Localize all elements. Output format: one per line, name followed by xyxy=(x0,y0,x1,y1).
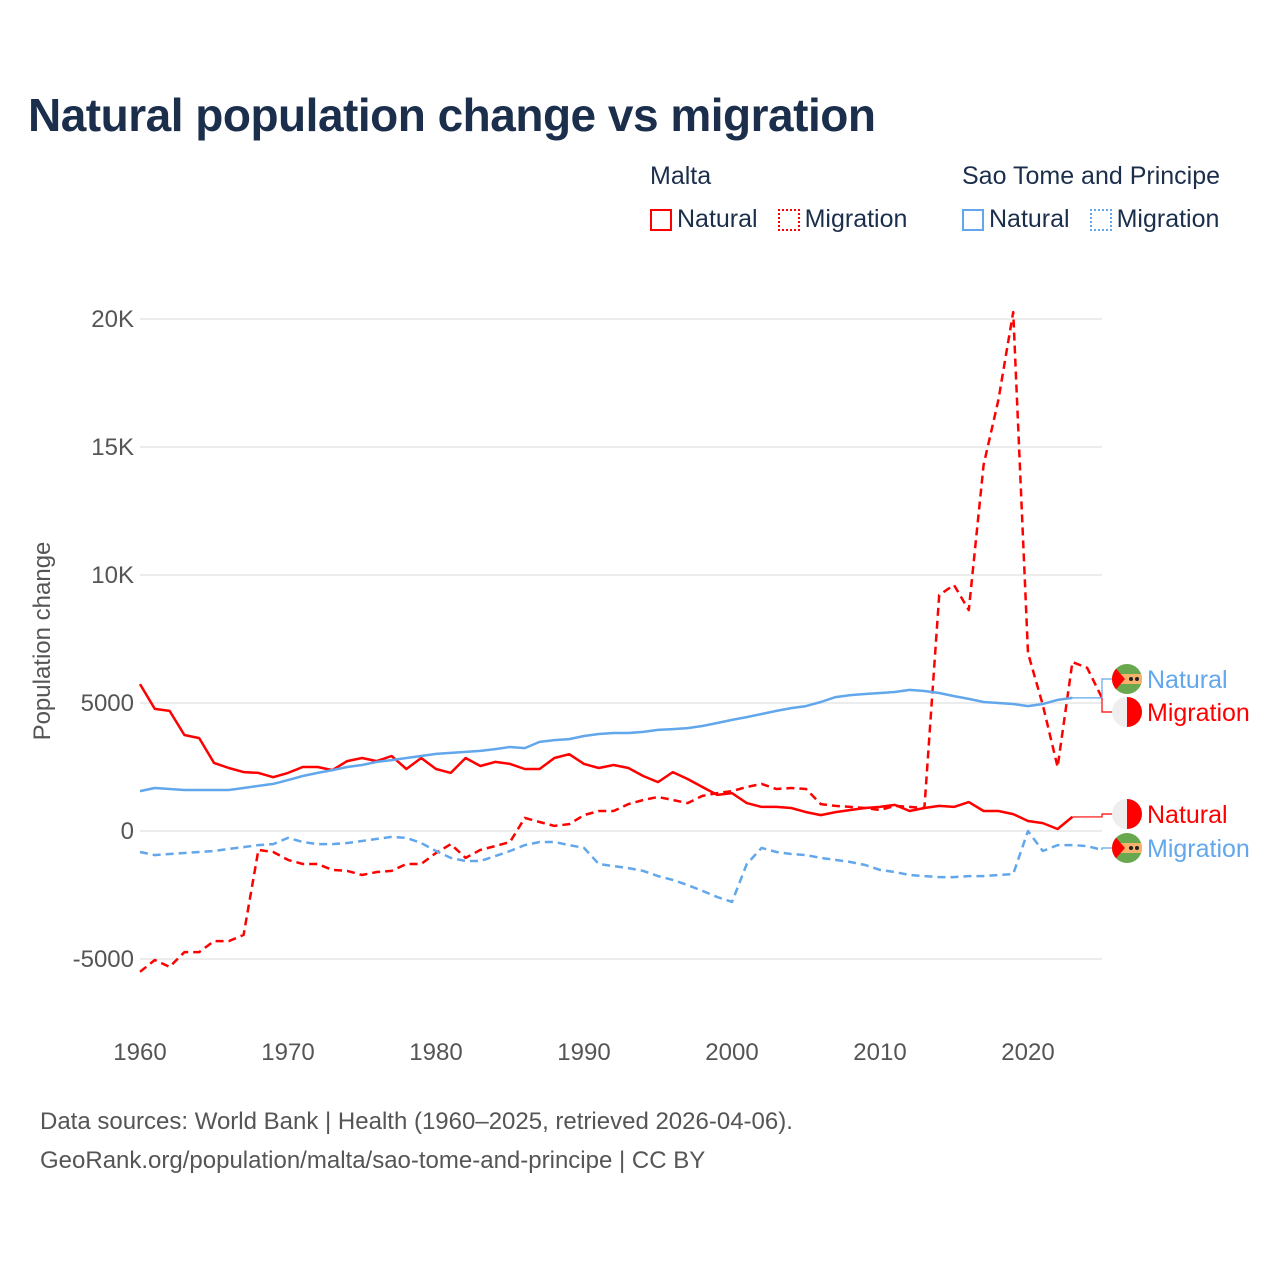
x-tick-label: 1990 xyxy=(557,1039,610,1066)
y-tick-label: 10K xyxy=(91,562,134,589)
leader-line xyxy=(1101,847,1112,850)
flag-white xyxy=(1112,697,1127,727)
sao-tome-flag-icon xyxy=(1112,833,1142,863)
flag-star xyxy=(1129,846,1133,850)
legend-stp-natural[interactable]: Natural xyxy=(962,205,1070,234)
end-label-text: Migration xyxy=(1147,699,1250,727)
chart-title: Natural population change vs migration xyxy=(28,89,876,141)
x-tick-label: 2010 xyxy=(853,1039,906,1066)
dotted-swatch-icon xyxy=(777,208,800,231)
y-tick-label: 5000 xyxy=(81,690,134,717)
x-tick-label: 1970 xyxy=(261,1039,314,1066)
flag-green xyxy=(1112,833,1142,863)
solid-swatch-icon xyxy=(650,208,672,231)
malta-flag-icon xyxy=(1112,697,1142,727)
x-tick-label: 2000 xyxy=(705,1039,758,1066)
end-label: Migration xyxy=(1101,697,1250,727)
legend-group-stp: Sao Tome and Principe Natural Migration xyxy=(962,162,1220,234)
sao-tome-flag-icon xyxy=(1112,664,1142,694)
x-tick-label: 2020 xyxy=(1001,1039,1054,1066)
leader-line xyxy=(1072,678,1112,699)
y-tick-label: 0 xyxy=(121,818,134,845)
series-line xyxy=(138,683,1074,831)
leader-line xyxy=(1072,813,1112,818)
flag-star xyxy=(1135,677,1139,681)
dotted-swatch-icon xyxy=(1089,208,1112,231)
legend-label: Migration xyxy=(1116,205,1220,233)
flag-triangle xyxy=(1112,664,1125,694)
legend-label: Natural xyxy=(989,205,1070,233)
legend-stp-migration[interactable]: Migration xyxy=(1089,205,1220,234)
x-tick-label: 1960 xyxy=(113,1039,166,1066)
end-label: Natural xyxy=(1072,664,1228,699)
end-label-text: Natural xyxy=(1147,666,1228,694)
legend-group-title: Sao Tome and Principe xyxy=(962,162,1221,190)
flag-star xyxy=(1135,846,1139,850)
y-axis-label: Population change xyxy=(29,542,56,741)
flag-yellow xyxy=(1112,843,1142,853)
flag-white xyxy=(1112,799,1127,829)
flag-yellow xyxy=(1112,674,1142,684)
end-label: Natural xyxy=(1072,799,1228,829)
leader-line xyxy=(1101,697,1112,713)
flag-red xyxy=(1127,799,1142,829)
y-tick-label: 15K xyxy=(91,434,134,461)
series-line xyxy=(139,688,1073,793)
source-text: Data sources: World Bank | Health (1960–… xyxy=(40,1108,793,1135)
end-label-text: Migration xyxy=(1147,835,1250,863)
flag-triangle xyxy=(1112,833,1125,863)
x-tick-label: 1980 xyxy=(409,1039,462,1066)
flag-star xyxy=(1129,677,1133,681)
source-link[interactable]: GeoRank.org/population/malta/sao-tome-an… xyxy=(40,1147,706,1174)
solid-swatch-icon xyxy=(962,208,984,231)
flag-red xyxy=(1127,697,1142,727)
flag-green xyxy=(1112,664,1142,694)
end-label-text: Natural xyxy=(1147,801,1228,829)
legend-malta-natural[interactable]: Natural xyxy=(650,205,758,234)
legend-group-malta: Malta Natural Migration xyxy=(650,162,907,234)
legend-label: Migration xyxy=(804,205,908,233)
legend-malta-migration[interactable]: Migration xyxy=(777,205,908,234)
series-line xyxy=(139,829,1103,904)
legend-label: Natural xyxy=(677,205,758,233)
series-line xyxy=(139,310,1104,973)
malta-flag-icon xyxy=(1112,799,1142,829)
y-tick-label: -5000 xyxy=(73,946,134,973)
end-label: Migration xyxy=(1101,833,1250,863)
legend-group-title: Malta xyxy=(650,162,712,190)
y-tick-label: 20K xyxy=(91,306,134,333)
